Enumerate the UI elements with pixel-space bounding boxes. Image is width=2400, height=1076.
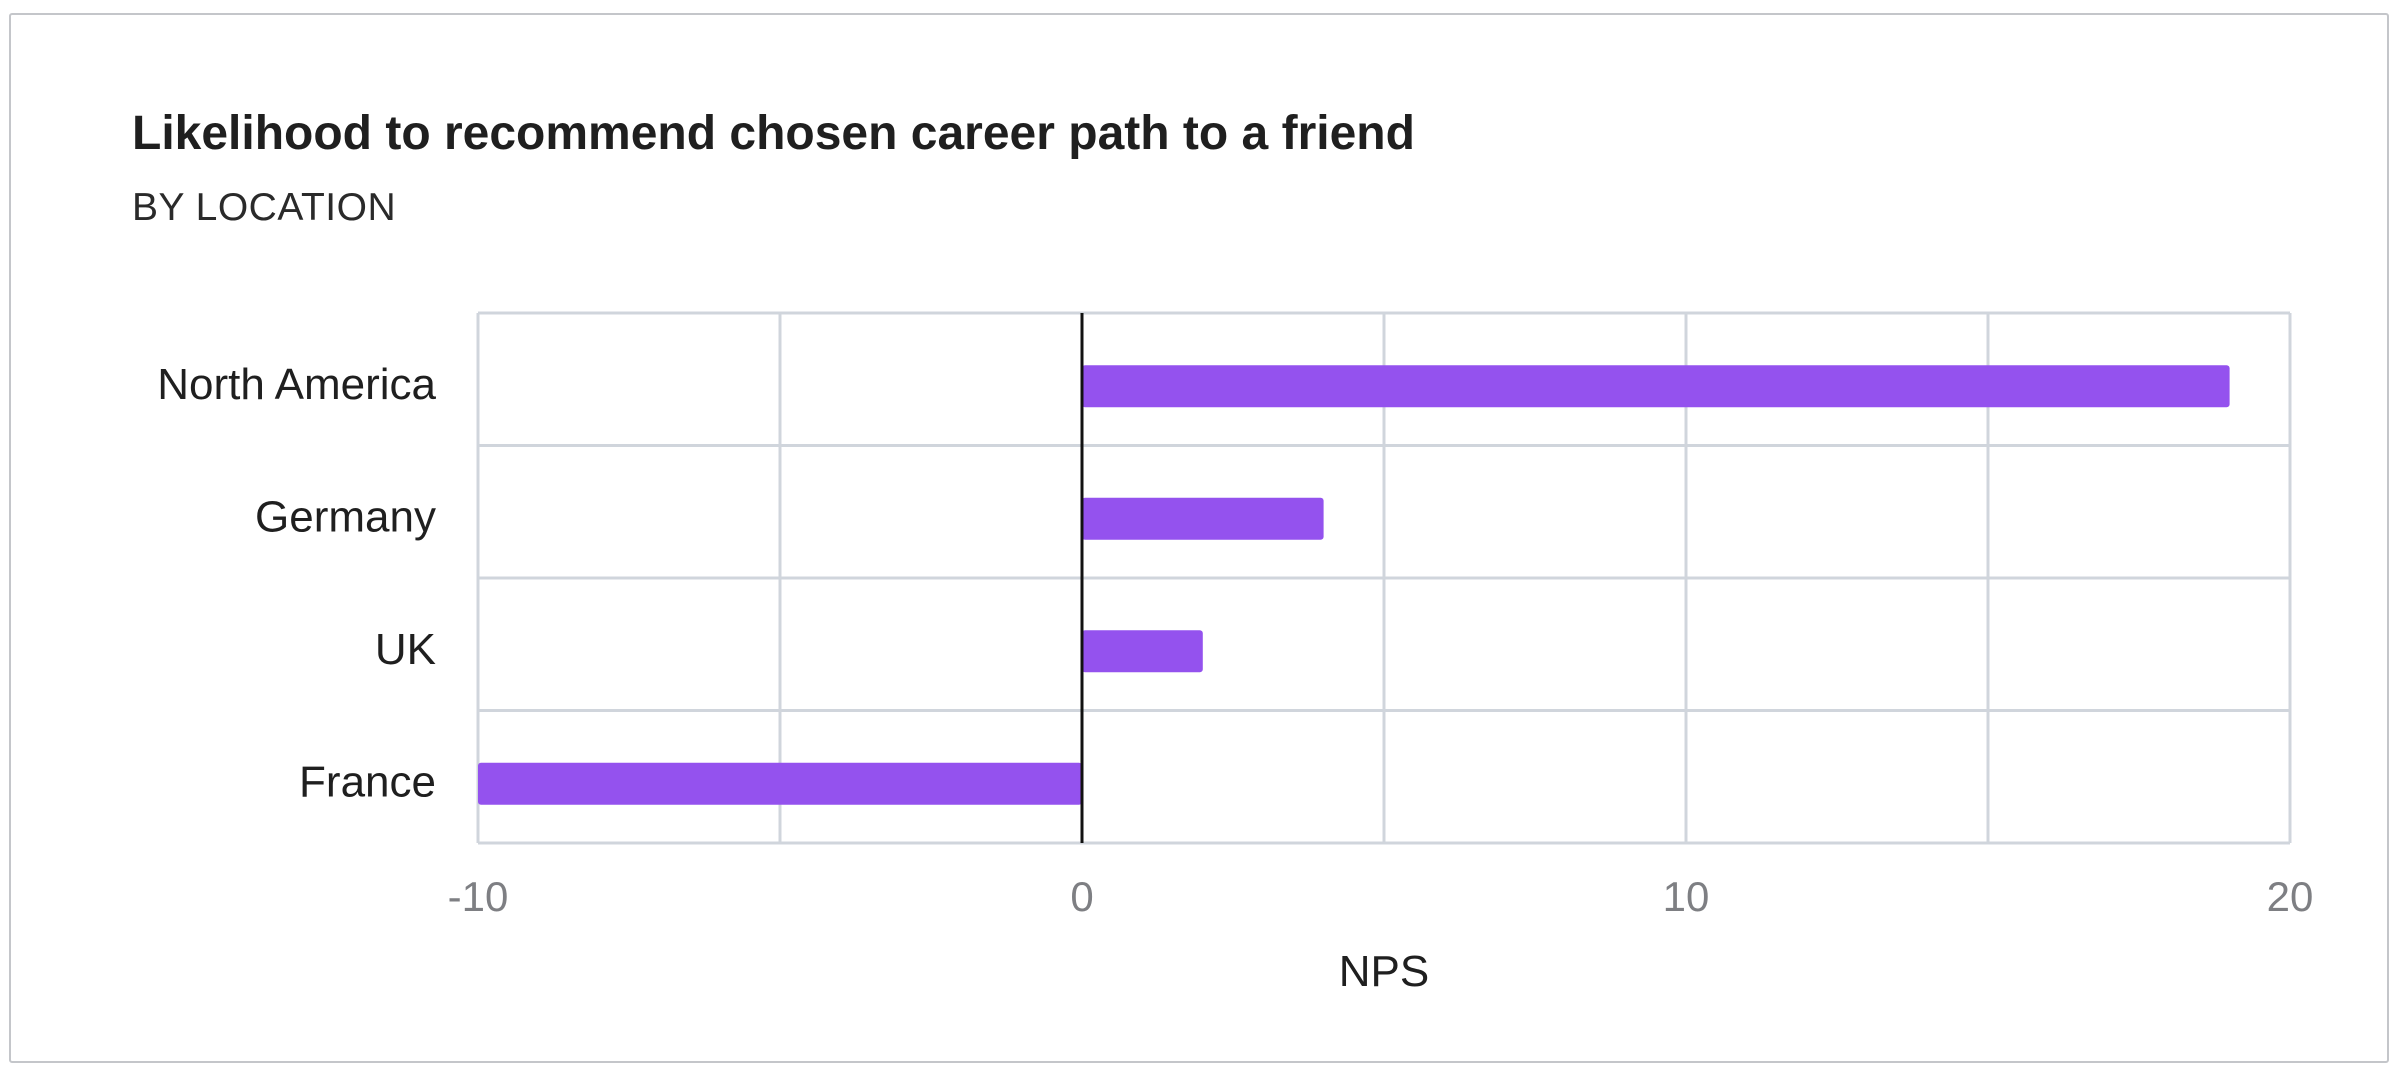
- x-tick-labels: -10 0 10 20: [448, 873, 2314, 920]
- category-label: France: [299, 757, 436, 806]
- category-label: UK: [375, 625, 436, 674]
- bar: [1082, 497, 1324, 540]
- chart-subtitle: BY LOCATION: [132, 186, 397, 229]
- bar: [1082, 365, 2230, 408]
- bars: [478, 365, 2230, 805]
- x-tick-label: 0: [1070, 873, 1093, 920]
- category-labels: North America Germany UK France: [157, 360, 436, 807]
- x-tick-label: 20: [2267, 873, 2314, 920]
- x-tick-label: -10: [448, 873, 509, 920]
- bar: [478, 762, 1082, 805]
- category-label: North America: [157, 360, 436, 409]
- x-axis-label: NPS: [1339, 947, 1429, 996]
- x-tick-label: 10: [1663, 873, 1710, 920]
- bar: [1082, 630, 1203, 673]
- chart-title: Likelihood to recommend chosen career pa…: [132, 107, 1415, 160]
- category-label: Germany: [255, 492, 436, 541]
